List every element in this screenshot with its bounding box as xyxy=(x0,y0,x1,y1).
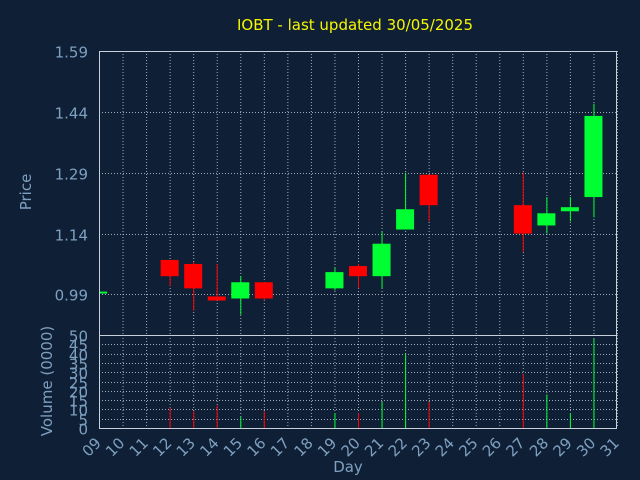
candle-body xyxy=(396,209,415,230)
price-tick-label: 1.59 xyxy=(55,44,88,62)
axis-tick-labels: 0.991.141.291.441.5905101520253035404550… xyxy=(55,44,623,461)
volume-tick-label: 40 xyxy=(69,347,88,365)
volume-tick-label: 0 xyxy=(78,421,88,439)
price-axis-label: Price xyxy=(17,174,35,211)
candle-body xyxy=(513,205,532,234)
price-tick-label: 1.14 xyxy=(55,227,88,245)
volume-frame xyxy=(99,335,617,429)
x-tick-label: 31 xyxy=(597,434,623,460)
candle-series xyxy=(99,103,603,315)
candle-body xyxy=(349,266,367,277)
x-tick-label: 17 xyxy=(267,434,293,460)
candle-body xyxy=(537,213,556,226)
x-axis-label: Day xyxy=(333,458,363,476)
candle-body xyxy=(372,243,391,277)
x-tick-label: 25 xyxy=(455,434,481,460)
volume-tick-label: 25 xyxy=(69,375,88,393)
x-tick-label: 24 xyxy=(432,434,458,460)
x-tick-label: 27 xyxy=(502,434,528,460)
candle-body xyxy=(325,272,344,289)
x-tick-label: 29 xyxy=(550,434,576,460)
volume-tick-label: 15 xyxy=(69,393,88,411)
volume-tick-label: 10 xyxy=(69,402,88,420)
x-tick-label: 28 xyxy=(526,434,552,460)
candle-body xyxy=(184,264,203,289)
x-tick-label: 12 xyxy=(149,434,175,460)
price-grid xyxy=(99,51,618,335)
candle-body xyxy=(207,296,226,301)
volume-tick-label: 30 xyxy=(69,365,88,383)
volume-tick-label: 5 xyxy=(78,412,88,430)
x-tick-label: 13 xyxy=(173,434,199,460)
price-tick-label: 0.99 xyxy=(55,287,88,305)
x-tick-label: 21 xyxy=(361,434,387,460)
price-tick-label: 1.29 xyxy=(55,166,88,184)
volume-tick-label: 35 xyxy=(69,356,88,374)
x-tick-label: 15 xyxy=(220,434,246,460)
candle-body xyxy=(231,282,250,299)
volume-axis-label: Volume (0000) xyxy=(38,326,56,436)
x-tick-label: 30 xyxy=(573,434,599,460)
volume-tick-label: 20 xyxy=(69,384,88,402)
candle-body xyxy=(254,282,273,299)
price-frame xyxy=(99,51,617,336)
chart-title: IOBT - last updated 30/05/2025 xyxy=(237,16,473,34)
volume-tick-label: 50 xyxy=(69,328,88,346)
candle-body xyxy=(99,291,107,294)
volume-tick-label: 45 xyxy=(69,337,88,355)
x-tick-label: 23 xyxy=(408,434,434,460)
price-tick-label: 1.44 xyxy=(55,105,88,123)
x-tick-label: 22 xyxy=(385,434,411,460)
candle-body xyxy=(584,115,603,198)
x-tick-label: 18 xyxy=(291,434,317,460)
candle-body xyxy=(160,259,179,277)
x-tick-label: 16 xyxy=(243,434,269,460)
x-tick-label: 19 xyxy=(314,434,340,460)
volume-series xyxy=(169,338,595,428)
plot-frames xyxy=(99,51,617,429)
candle-body xyxy=(560,207,579,212)
candle-body xyxy=(419,174,438,206)
x-tick-label: 26 xyxy=(479,434,505,460)
x-tick-label: 10 xyxy=(102,434,128,460)
x-tick-label: 14 xyxy=(196,434,222,460)
x-tick-label: 11 xyxy=(126,434,152,460)
x-tick-label: 20 xyxy=(338,434,364,460)
